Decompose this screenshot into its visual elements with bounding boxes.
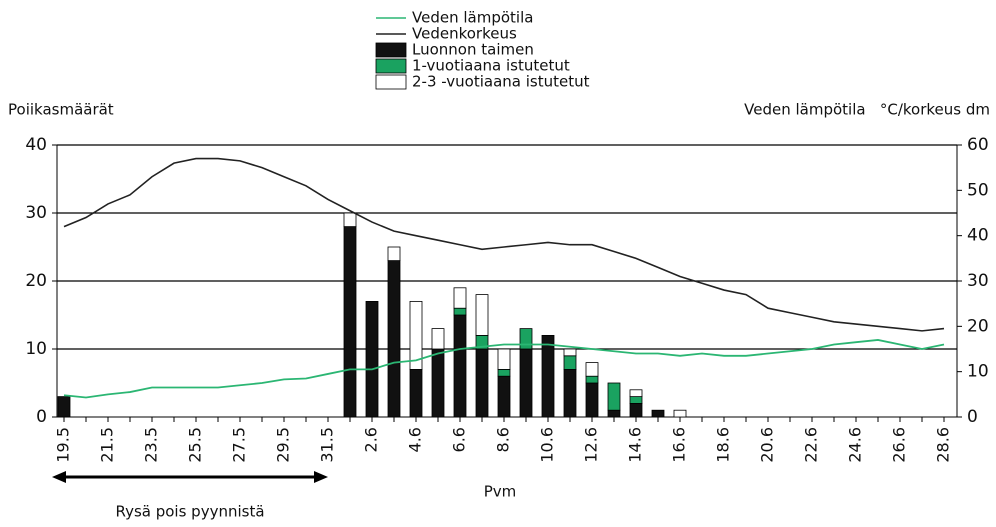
bar-segment [431,348,445,418]
y2-axis-label: Veden lämpötila °C/korkeus dm [744,101,990,119]
x-tick-label: 20.6 [758,427,777,463]
x-tick-label: 28.6 [934,427,953,463]
line-series [63,339,945,399]
bar-segment [497,348,511,370]
bar-segment [475,294,489,336]
y-tick-label: 40 [25,135,47,155]
x-tick-label: 25.5 [186,427,205,463]
legend-swatch [375,74,407,90]
bar-segment [563,348,577,357]
bar-segment [343,226,357,418]
bar-segment [453,314,467,418]
x-tick-label: 14.6 [626,427,645,463]
bar-segment [475,348,489,418]
bar-segment [541,334,555,418]
x-tick-label: 19.5 [54,427,73,463]
bar-segment [563,368,577,418]
bar-segment [453,307,467,316]
bar-segment [629,396,643,404]
legend-label: Veden lämpötila [412,9,533,27]
x-tick-label: 16.6 [670,427,689,463]
x-axis-label: Pvm [484,483,517,501]
bar-segment [453,287,467,309]
y2-tick-label: 50 [967,180,989,200]
legend-label: Luonnon taimen [412,41,534,59]
bar-segment [365,300,379,418]
x-tick-label: 2.6 [362,427,381,452]
x-tick-label: 22.6 [802,427,821,463]
bar-segment [585,382,599,418]
bar-segment [651,409,665,418]
y2-tick-label: 30 [967,271,989,291]
bar-segment [343,212,357,228]
x-tick-label: 6.6 [450,427,469,452]
y-tick-label: 20 [25,271,47,291]
bar-segment [585,375,599,384]
bar-segment [387,260,401,418]
annotation: Rysä pois pyynnistä [115,503,264,521]
y2-tick-label: 10 [967,362,989,382]
legend-swatch [375,58,407,74]
y-axis-label: Poiikasmäärät [8,101,114,119]
x-tick-label: 21.5 [98,427,117,463]
bar-segment [629,402,643,418]
legend-label: Vedenkorkeus [412,25,517,43]
x-tick-label: 8.6 [494,427,513,452]
legend-label: 2-3 -vuotiaana istutetut [412,73,590,91]
bar-segment [431,328,445,350]
x-tick-label: 24.6 [846,427,865,463]
bar-segment [409,300,423,370]
x-tick-label: 4.6 [406,427,425,452]
x-tick-label: 10.6 [538,427,557,463]
bar-segment [563,355,577,370]
bar-segment [607,409,621,418]
x-tick-label: 31.5 [318,427,337,463]
x-tick-label: 27.5 [230,427,249,463]
x-tick-label: 26.6 [890,427,909,463]
bar-segment [497,368,511,377]
bar-segment [387,246,401,262]
bar-segment [629,389,643,397]
annotation-arrow [52,471,328,483]
y2-tick-label: 40 [967,226,989,246]
y2-tick-label: 0 [967,407,978,427]
bar-segment [519,348,533,418]
y-tick-label: 30 [25,203,47,223]
y2-tick-label: 20 [967,316,989,336]
bar-segment [673,409,687,418]
y-tick-label: 10 [25,339,47,359]
legend-swatch [375,42,407,58]
y2-tick-label: 60 [967,135,989,155]
x-tick-label: 18.6 [714,427,733,463]
bar-segment [497,375,511,418]
bar-segment [409,368,423,418]
bar-segment [607,382,621,411]
bar-segment [519,328,533,350]
legend-label: 1-vuotiaana istutetut [412,57,570,75]
y-tick-label: 0 [36,407,47,427]
x-tick-label: 29.5 [274,427,293,463]
line-series [63,157,945,332]
x-tick-label: 12.6 [582,427,601,463]
x-tick-label: 23.5 [142,427,161,463]
bar-segment [57,396,71,418]
bar-segment [585,362,599,377]
